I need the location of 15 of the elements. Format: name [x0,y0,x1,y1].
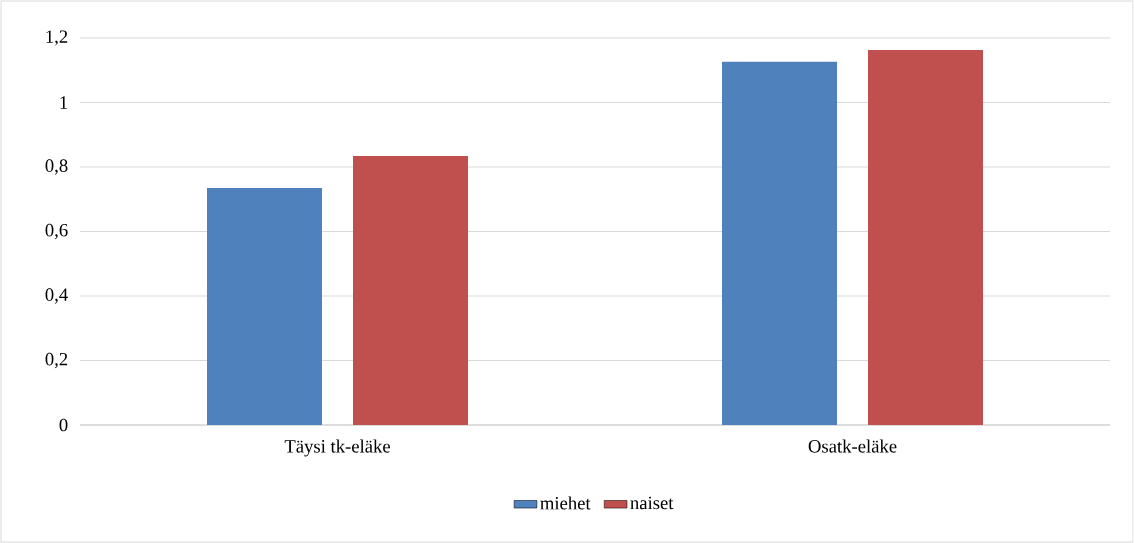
bar [207,187,323,425]
y-tick-label: 0,6 [45,223,68,240]
y-tick-label: 0,8 [45,159,68,175]
legend-label: miehet [540,496,591,510]
bar [868,49,984,425]
y-tick-label: 0,4 [45,288,68,304]
y-tick-label: 1 [60,96,68,109]
bar [353,156,469,425]
x-tick-label: Täysi tk-eläke [284,439,390,457]
legend-label: naiset [630,496,674,510]
y-tick-label: 0,2 [45,352,68,369]
y-tick-label: 0 [59,418,68,432]
y-tick-label: 1,2 [46,30,68,46]
bar [722,61,838,425]
x-tick-label: Osatk-eläke [808,439,897,453]
